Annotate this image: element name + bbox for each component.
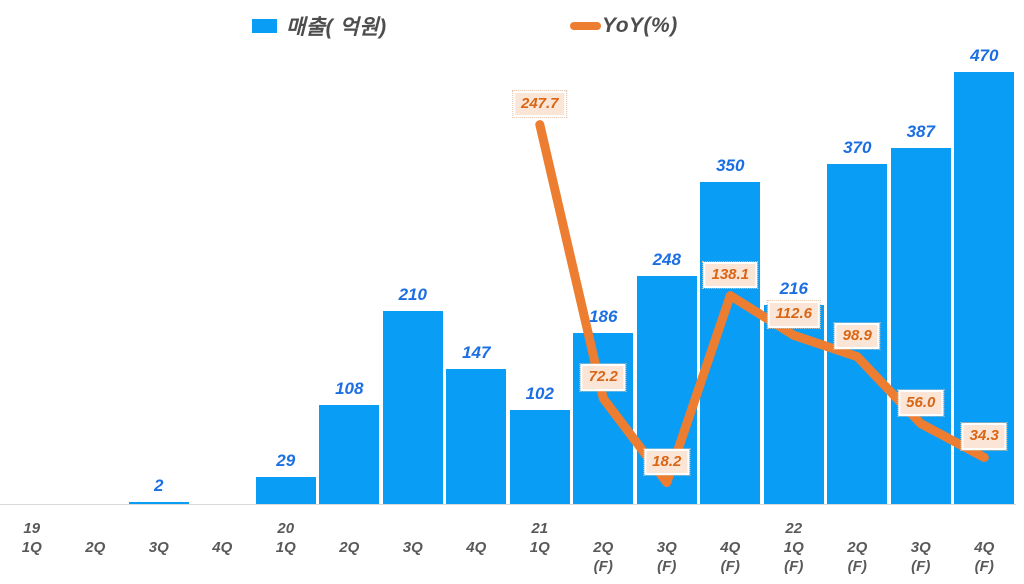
- x-axis-label-3Q: 3Q: [402, 539, 423, 556]
- bar-value-label: 350: [716, 156, 745, 175]
- revenue-legend-label: 매출( 억원): [286, 16, 387, 39]
- bar-value-label: 470: [970, 45, 999, 65]
- x-axis-label-4Q: 4Q: [212, 539, 233, 556]
- x-axis-label-2Q: 2Q: [339, 539, 360, 556]
- yoy-value-label: 34.3: [960, 422, 1008, 452]
- yoy-value-label: 56.0: [897, 388, 945, 418]
- x-axis-label-2Q: 2Q (F): [847, 539, 868, 575]
- x-axis-label-4Q: 4Q: [466, 539, 487, 556]
- revenue-bar-22-3Q-F-: [890, 147, 951, 504]
- x-axis-label-2Q: 2Q (F): [593, 539, 614, 575]
- yoy-line-swatch-icon: [570, 22, 601, 30]
- x-axis-label-4Q: 4Q (F): [974, 539, 995, 575]
- bar-value-label: 387: [906, 121, 935, 141]
- x-axis-label-19-1Q: 19 1Q: [21, 520, 42, 556]
- bar-value-label: 216: [779, 279, 808, 299]
- yoy-value-label: 112.6: [766, 300, 821, 330]
- x-axis-label-21-1Q: 21 1Q: [529, 520, 550, 556]
- bar-value-label: 2: [154, 476, 164, 495]
- revenue-bar-20-4Q: [446, 368, 507, 504]
- bar-value-label: 370: [843, 137, 872, 157]
- x-axis-label-3Q: 3Q (F): [656, 539, 677, 575]
- x-axis-line: [0, 504, 1016, 505]
- yoy-value-label: 98.9: [833, 321, 881, 351]
- revenue-bar-19-3Q: [128, 502, 189, 504]
- x-axis-label-20-1Q: 20 1Q: [275, 520, 296, 556]
- revenue-bar-20-2Q: [319, 404, 380, 504]
- bar-value-label: 147: [462, 342, 491, 362]
- yoy-value-label: 18.2: [643, 447, 691, 477]
- bar-value-label: 248: [652, 249, 681, 269]
- revenue-bar-20-3Q: [382, 310, 443, 504]
- bar-value-label: 108: [335, 378, 364, 398]
- legend-item-yoy: YoY(%): [570, 14, 678, 38]
- x-axis-label-22-1Q: 22 1Q (F): [783, 520, 804, 575]
- yoy-value-label: 72.2: [579, 363, 627, 393]
- x-axis-label-3Q: 3Q: [148, 539, 169, 556]
- bar-value-label: 210: [398, 284, 427, 304]
- legend-item-revenue: 매출( 억원): [252, 14, 387, 39]
- revenue-bar-20-1Q: [255, 477, 316, 504]
- yoy-value-label: 247.7: [511, 89, 568, 119]
- bar-value-label: 29: [276, 451, 296, 471]
- revenue-bar-21-1Q: [509, 410, 570, 504]
- x-axis-label-2Q: 2Q: [85, 539, 106, 556]
- bar-value-label: 186: [589, 306, 618, 326]
- revenue-bar-swatch-icon: [252, 19, 277, 33]
- x-axis-label-3Q: 3Q (F): [910, 539, 931, 575]
- yoy-legend-label: YoY(%): [602, 14, 678, 37]
- x-axis-label-4Q: 4Q (F): [720, 539, 741, 575]
- yoy-value-label: 138.1: [702, 260, 759, 290]
- bar-value-label: 102: [525, 384, 554, 404]
